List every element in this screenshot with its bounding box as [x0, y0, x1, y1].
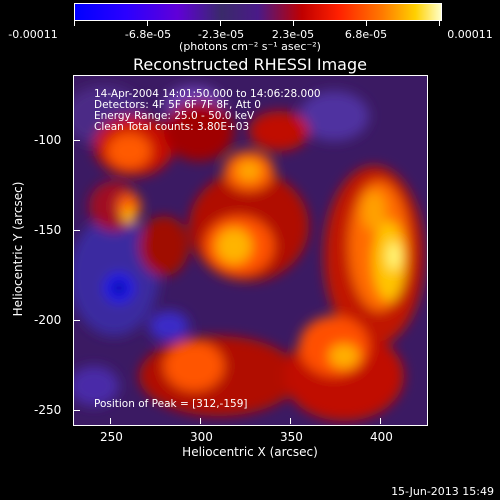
x-tick: [380, 418, 381, 424]
plot-title: Reconstructed RHESSI Image: [133, 55, 367, 74]
y-tick: [74, 320, 80, 321]
y-tick-label: -100: [34, 133, 62, 147]
x-tick-label: 400: [370, 430, 393, 444]
info-clean-counts: Clean Total counts: 3.80E+03: [94, 121, 250, 133]
y-tick-label: -200: [34, 313, 62, 327]
colorbar-tick: [439, 20, 440, 26]
colorbar-label: -2.3e-05: [197, 28, 245, 41]
rhessi-image-map: [74, 76, 427, 425]
y-tick: [74, 140, 80, 141]
info-time-range: 14-Apr-2004 14:01:50.000 to 14:06:28.000: [94, 88, 321, 100]
x-tick-label: 250: [100, 430, 123, 444]
colorbar-label: 0.00011: [447, 28, 493, 41]
y-tick: [74, 410, 80, 411]
x-tick: [290, 418, 291, 424]
x-tick-label: 300: [190, 430, 213, 444]
x-tick: [110, 418, 111, 424]
info-peak-position: Position of Peak = [312,-159]: [94, 398, 248, 410]
y-axis-label: Heliocentric Y (arcsec): [11, 181, 25, 317]
y-tick-label: -150: [34, 223, 62, 237]
colorbar-units: (photons cm⁻² s⁻¹ asec⁻²): [179, 40, 321, 53]
y-tick: [74, 230, 80, 231]
colorbar-gradient: [75, 4, 441, 20]
x-axis-label: Heliocentric X (arcsec): [182, 445, 318, 459]
colorbar-tick: [366, 20, 367, 26]
colorbar-tick: [220, 20, 221, 26]
colorbar-label: -0.00011: [8, 28, 58, 41]
colorbar: [74, 3, 442, 21]
colorbar-tick: [293, 20, 294, 26]
footer-timestamp: 15-Jun-2013 15:49: [391, 485, 494, 498]
y-tick-label: -250: [34, 403, 62, 417]
colorbar-label: 2.3e-05: [271, 28, 315, 41]
info-detectors: Detectors: 4F 5F 6F 7F 8F, Att 0: [94, 99, 261, 111]
colorbar-tick: [74, 20, 75, 26]
colorbar-label: -6.8e-05: [124, 28, 172, 41]
x-tick-label: 350: [280, 430, 303, 444]
info-energy-range: Energy Range: 25.0 - 50.0 keV: [94, 110, 255, 122]
colorbar-tick: [147, 20, 148, 26]
rhessi-image: [73, 75, 428, 426]
x-tick: [200, 418, 201, 424]
colorbar-label: 6.8e-05: [344, 28, 388, 41]
